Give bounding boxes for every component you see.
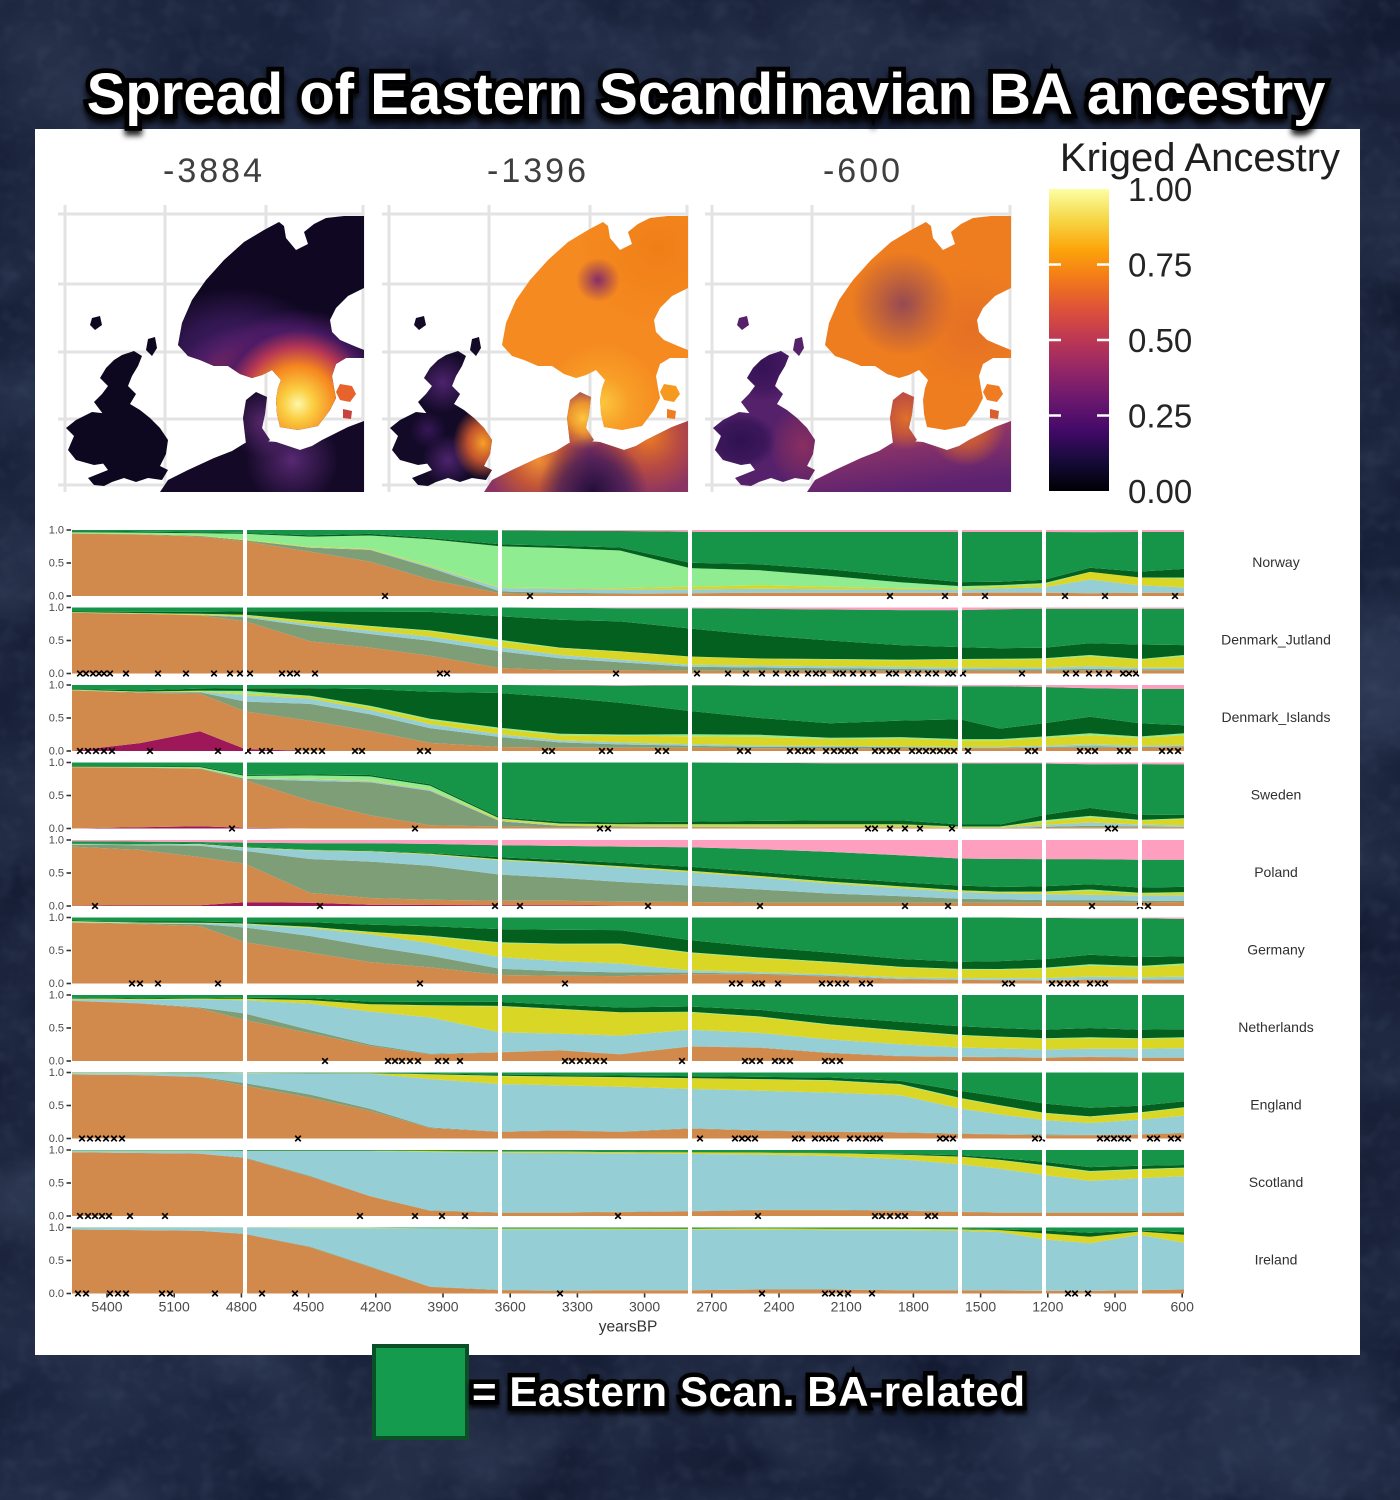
svg-text:= Eastern Scan. BA-related: = Eastern Scan. BA-related	[472, 1368, 1026, 1415]
svg-text:3300: 3300	[562, 1299, 593, 1315]
svg-text:1.0: 1.0	[49, 912, 64, 924]
svg-text:Poland: Poland	[1254, 864, 1298, 880]
svg-text:4500: 4500	[293, 1299, 324, 1315]
svg-text:0.5: 0.5	[49, 558, 64, 570]
svg-text:0.0: 0.0	[49, 823, 64, 835]
svg-text:900: 900	[1103, 1299, 1127, 1315]
svg-text:0.5: 0.5	[49, 1100, 64, 1112]
svg-text:0.5: 0.5	[49, 868, 64, 880]
svg-text:Norway: Norway	[1252, 554, 1299, 570]
svg-text:Kriged Ancestry: Kriged Ancestry	[1060, 136, 1340, 180]
svg-text:2100: 2100	[831, 1299, 862, 1315]
svg-text:England: England	[1250, 1097, 1301, 1113]
svg-text:Scotland: Scotland	[1249, 1174, 1303, 1190]
svg-text:yearsBP: yearsBP	[599, 1319, 658, 1336]
svg-text:0.0: 0.0	[49, 1211, 64, 1223]
svg-text:1.0: 1.0	[49, 680, 64, 692]
svg-text:4200: 4200	[360, 1299, 391, 1315]
svg-text:1.0: 1.0	[49, 1145, 64, 1157]
svg-text:Netherlands: Netherlands	[1238, 1019, 1314, 1035]
svg-text:-1396: -1396	[487, 152, 589, 190]
svg-text:0.0: 0.0	[49, 668, 64, 680]
svg-text:0.5: 0.5	[49, 635, 64, 647]
svg-text:Denmark_Jutland: Denmark_Jutland	[1221, 632, 1331, 648]
svg-text:1.0: 1.0	[49, 602, 64, 614]
svg-text:3600: 3600	[495, 1299, 526, 1315]
svg-text:0.5: 0.5	[49, 945, 64, 957]
svg-text:2400: 2400	[763, 1299, 794, 1315]
svg-text:1.0: 1.0	[49, 525, 64, 537]
svg-text:1200: 1200	[1032, 1299, 1063, 1315]
svg-text:1500: 1500	[965, 1299, 996, 1315]
svg-text:0.5: 0.5	[49, 790, 64, 802]
svg-text:Ireland: Ireland	[1255, 1252, 1298, 1268]
svg-text:4800: 4800	[226, 1299, 257, 1315]
svg-text:1.0: 1.0	[49, 757, 64, 769]
svg-text:0.0: 0.0	[49, 1133, 64, 1145]
svg-text:0.5: 0.5	[49, 713, 64, 725]
svg-text:1.0: 1.0	[49, 990, 64, 1002]
svg-text:3000: 3000	[629, 1299, 660, 1315]
svg-text:0.5: 0.5	[49, 1178, 64, 1190]
svg-text:5100: 5100	[159, 1299, 190, 1315]
svg-text:2700: 2700	[696, 1299, 727, 1315]
svg-text:0.0: 0.0	[49, 591, 64, 603]
svg-text:1.0: 1.0	[49, 1067, 64, 1079]
svg-text:1.00: 1.00	[1128, 171, 1192, 208]
svg-text:Sweden: Sweden	[1251, 787, 1302, 803]
svg-text:0.0: 0.0	[49, 901, 64, 913]
svg-text:0.0: 0.0	[49, 746, 64, 758]
svg-text:Germany: Germany	[1247, 942, 1305, 958]
svg-text:1.0: 1.0	[49, 835, 64, 847]
svg-text:-3884: -3884	[163, 152, 265, 190]
svg-text:1800: 1800	[898, 1299, 929, 1315]
svg-text:0.0: 0.0	[49, 978, 64, 990]
svg-text:5400: 5400	[91, 1299, 122, 1315]
svg-text:0.25: 0.25	[1128, 398, 1192, 435]
svg-text:-600: -600	[823, 152, 903, 190]
svg-text:Spread of Eastern Scandinavian: Spread of Eastern Scandinavian BA ancest…	[87, 62, 1326, 127]
svg-text:0.5: 0.5	[49, 1255, 64, 1267]
svg-text:0.00: 0.00	[1128, 473, 1192, 510]
svg-text:1.0: 1.0	[49, 1222, 64, 1234]
svg-text:3900: 3900	[427, 1299, 458, 1315]
svg-text:0.5: 0.5	[49, 1023, 64, 1035]
svg-text:Denmark_Islands: Denmark_Islands	[1222, 709, 1331, 725]
svg-text:0.0: 0.0	[49, 1288, 64, 1300]
svg-text:0.50: 0.50	[1128, 322, 1192, 359]
svg-text:0.0: 0.0	[49, 1056, 64, 1068]
svg-text:0.75: 0.75	[1128, 247, 1192, 284]
svg-text:600: 600	[1171, 1299, 1195, 1315]
